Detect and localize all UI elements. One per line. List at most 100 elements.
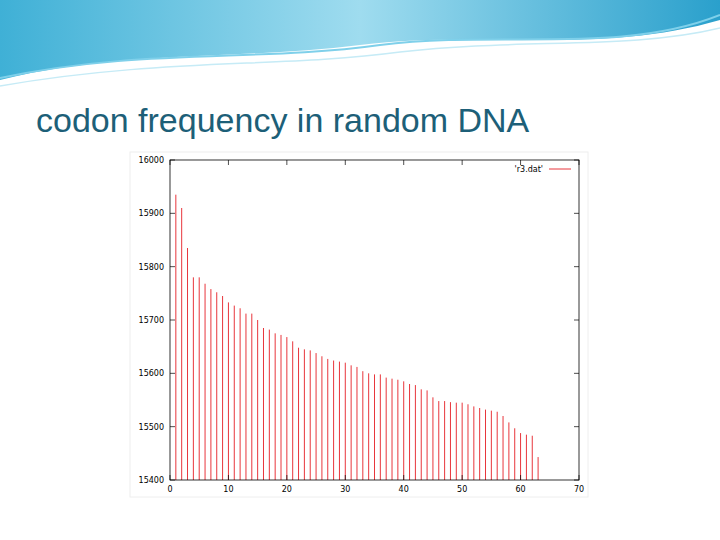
impulse <box>380 374 381 480</box>
impulse <box>508 422 509 480</box>
impulse <box>532 436 533 480</box>
y-tick <box>170 160 175 161</box>
y-tick-label: 15900 <box>139 209 164 218</box>
y-tick-label: 15800 <box>139 263 164 272</box>
impulse <box>421 389 422 480</box>
impulse <box>240 308 241 480</box>
impulse <box>286 337 287 480</box>
background <box>0 0 720 540</box>
impulse <box>269 330 270 480</box>
y-tick <box>170 320 175 321</box>
x-tick-label: 60 <box>515 485 525 494</box>
x-tick-label: 10 <box>223 485 233 494</box>
impulse <box>216 292 217 480</box>
y-tick <box>170 373 175 374</box>
impulse <box>473 406 474 480</box>
y-tick-label: 15600 <box>139 369 164 378</box>
y-tick <box>574 480 579 481</box>
x-tick <box>345 160 346 165</box>
x-tick <box>228 160 229 165</box>
impulse <box>386 378 387 480</box>
impulse <box>210 289 211 480</box>
impulse <box>497 412 498 480</box>
impulse <box>193 277 194 480</box>
impulse <box>467 404 468 480</box>
x-tick <box>462 160 463 165</box>
y-tick <box>170 426 175 427</box>
y-tick-label: 15700 <box>139 316 164 325</box>
impulse <box>205 284 206 480</box>
y-tick <box>170 213 175 214</box>
impulse <box>374 374 375 480</box>
impulse <box>234 306 235 480</box>
y-tick <box>574 426 579 427</box>
legend-swatch <box>549 169 571 170</box>
x-tick <box>462 475 463 480</box>
impulse <box>251 314 252 480</box>
x-tick-label: 30 <box>340 485 350 494</box>
impulse <box>438 401 439 480</box>
impulse <box>362 371 363 480</box>
impulse <box>222 296 223 480</box>
impulse <box>427 390 428 480</box>
x-tick <box>579 475 580 480</box>
impulse <box>415 385 416 480</box>
impulse <box>257 320 258 480</box>
bars <box>176 195 538 480</box>
impulse <box>281 335 282 480</box>
impulse <box>304 349 305 480</box>
impulse <box>356 367 357 480</box>
x-tick-label: 70 <box>574 485 584 494</box>
impulse <box>327 359 328 480</box>
impulse <box>275 333 276 480</box>
impulse <box>479 408 480 480</box>
y-tick <box>574 266 579 267</box>
impulse <box>450 402 451 480</box>
impulse <box>187 248 188 480</box>
slide: codon frequency in random DNA 15400 15500 1… <box>0 0 720 540</box>
impulse <box>397 380 398 480</box>
impulse <box>514 428 515 480</box>
impulse <box>491 411 492 480</box>
impulse <box>444 401 445 480</box>
impulse <box>333 361 334 480</box>
impulse <box>520 433 521 480</box>
title: codon frequency in random DNA <box>36 101 530 139</box>
impulse <box>432 397 433 480</box>
impulse <box>321 356 322 480</box>
impulse <box>403 381 404 480</box>
legend-label: 'r3.dat' <box>515 165 543 174</box>
impulse <box>245 314 246 480</box>
y-tick <box>574 213 579 214</box>
header-line <box>0 28 720 86</box>
impulse <box>345 363 346 480</box>
impulse <box>263 328 264 480</box>
header-wave <box>0 0 720 80</box>
x-tick <box>170 475 171 480</box>
impulse <box>462 403 463 480</box>
x-tick-label: 20 <box>282 485 292 494</box>
x-tick-label: 40 <box>399 485 409 494</box>
x-tick <box>345 475 346 480</box>
impulse <box>503 416 504 480</box>
impulse <box>538 457 539 480</box>
chart-panel <box>130 152 588 497</box>
y-tick <box>574 160 579 161</box>
impulse <box>351 365 352 480</box>
x-tick-label: 0 <box>167 485 172 494</box>
x-tick <box>520 475 521 480</box>
y-tick-label: 16000 <box>139 156 164 165</box>
x-tick <box>403 475 404 480</box>
x-tick <box>228 475 229 480</box>
y-tick-label: 15400 <box>139 476 164 485</box>
x-tick <box>286 160 287 165</box>
impulse <box>368 373 369 480</box>
impulse <box>409 384 410 480</box>
plot-frame <box>170 160 579 480</box>
y-tick <box>574 373 579 374</box>
impulse <box>228 302 229 480</box>
impulse <box>175 195 176 480</box>
impulse <box>392 379 393 480</box>
y-tick-label: 15500 <box>139 423 164 432</box>
impulse <box>298 348 299 480</box>
